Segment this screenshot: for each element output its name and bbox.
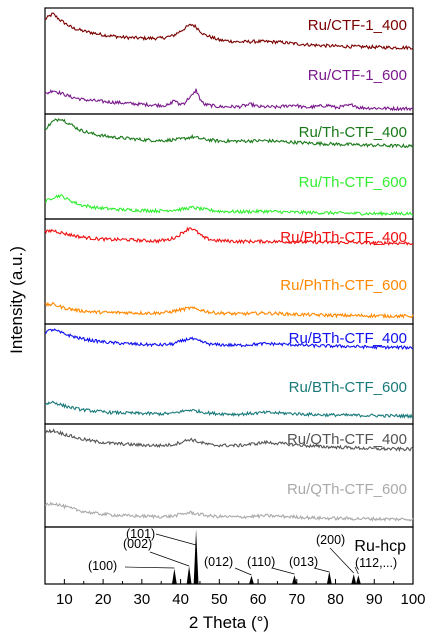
x-axis-label: 2 Theta (°) bbox=[189, 613, 269, 632]
x-tick-label-100: 100 bbox=[400, 591, 425, 608]
hkl-leader-2 bbox=[149, 551, 190, 567]
hkl-leader-8 bbox=[354, 566, 359, 575]
series-line-4-1 bbox=[44, 328, 414, 351]
x-tick-label-80: 80 bbox=[327, 591, 344, 608]
hkl-label-3: (101) bbox=[126, 527, 155, 541]
y-axis-label: Intensity (a.u.) bbox=[7, 246, 26, 354]
x-tick-label-10: 10 bbox=[56, 591, 73, 608]
series-label-2-1: Ru/Th-CTF_400 bbox=[299, 124, 407, 141]
ref-peak-7 bbox=[351, 574, 357, 584]
series-line-5-1 bbox=[44, 428, 414, 453]
hkl-leader-4 bbox=[234, 567, 252, 576]
series-line-1-1 bbox=[44, 12, 414, 51]
series-label-3-1: Ru/PhTh-CTF_400 bbox=[280, 229, 407, 246]
series-label-4-2: Ru/BTh-CTF_600 bbox=[289, 379, 407, 396]
x-tick-label-70: 70 bbox=[288, 591, 305, 608]
ref-peak-6 bbox=[326, 571, 332, 584]
series-line-5-2 bbox=[44, 501, 414, 522]
hkl-leader-5 bbox=[271, 567, 295, 575]
x-tick-label-40: 40 bbox=[172, 591, 189, 608]
ref-peak-4 bbox=[249, 575, 254, 584]
hkl-label-7: (200) bbox=[316, 533, 345, 547]
series-line-3-1 bbox=[44, 226, 414, 246]
hkl-leader-3 bbox=[155, 533, 197, 546]
series-label-3-2: Ru/PhTh-CTF_600 bbox=[280, 277, 407, 294]
panel-frame-reference bbox=[44, 526, 414, 585]
series-label-5-2: Ru/QTh-CTF_600 bbox=[287, 481, 407, 498]
hkl-leader-1 bbox=[124, 566, 175, 569]
labels-layer: Ru/CTF-1_400 Ru/CTF-1_600 Ru/Th-CTF_400 Ru/… bbox=[280, 17, 407, 498]
hkl-label-6: (013) bbox=[289, 555, 318, 569]
series-line-2-2 bbox=[44, 193, 414, 217]
ref-peak-8 bbox=[355, 575, 361, 584]
series-label-1-1: Ru/CTF-1_400 bbox=[308, 17, 407, 34]
lines-layer bbox=[44, 12, 414, 522]
panels-layer bbox=[44, 7, 414, 585]
reference-name: Ru-hcp bbox=[354, 538, 406, 555]
ref-peak-2 bbox=[186, 565, 192, 584]
hkl-label-1: (100) bbox=[88, 559, 117, 573]
series-line-1-2 bbox=[44, 88, 414, 112]
x-tick-label-20: 20 bbox=[95, 591, 112, 608]
series-line-3-2 bbox=[44, 301, 414, 320]
hkl-label-5: (110) bbox=[247, 555, 275, 569]
hkl-label-8: (112,...) bbox=[355, 556, 397, 570]
series-label-5-1: Ru/QTh-CTF_400 bbox=[287, 431, 407, 448]
x-tick-label-60: 60 bbox=[250, 591, 267, 608]
series-label-4-1: Ru/BTh-CTF_400 bbox=[289, 330, 407, 347]
x-tick-label-50: 50 bbox=[211, 591, 228, 608]
x-tick-label-30: 30 bbox=[133, 591, 150, 608]
hkl-leader-7 bbox=[329, 547, 354, 574]
ref-peak-1 bbox=[171, 568, 177, 584]
hkl-leader-6 bbox=[313, 567, 330, 573]
x-axis: 10 20 30 40 50 60 70 80 90 100 bbox=[56, 579, 426, 608]
series-label-2-2: Ru/Th-CTF_600 bbox=[299, 174, 407, 191]
x-tick-label-90: 90 bbox=[366, 591, 383, 608]
series-line-2-1 bbox=[44, 118, 414, 149]
hkl-label-4: (012) bbox=[204, 555, 233, 569]
ref-peak-3 bbox=[193, 529, 199, 584]
ref-peak-5 bbox=[292, 575, 297, 584]
hkl-label-2: (002) bbox=[123, 537, 152, 551]
series-line-4-2 bbox=[44, 400, 414, 419]
reference-panel: (100) (002)(101) (012) (110) (013) (200) (112,… bbox=[88, 527, 406, 584]
series-label-1-2: Ru/CTF-1_600 bbox=[308, 67, 407, 84]
